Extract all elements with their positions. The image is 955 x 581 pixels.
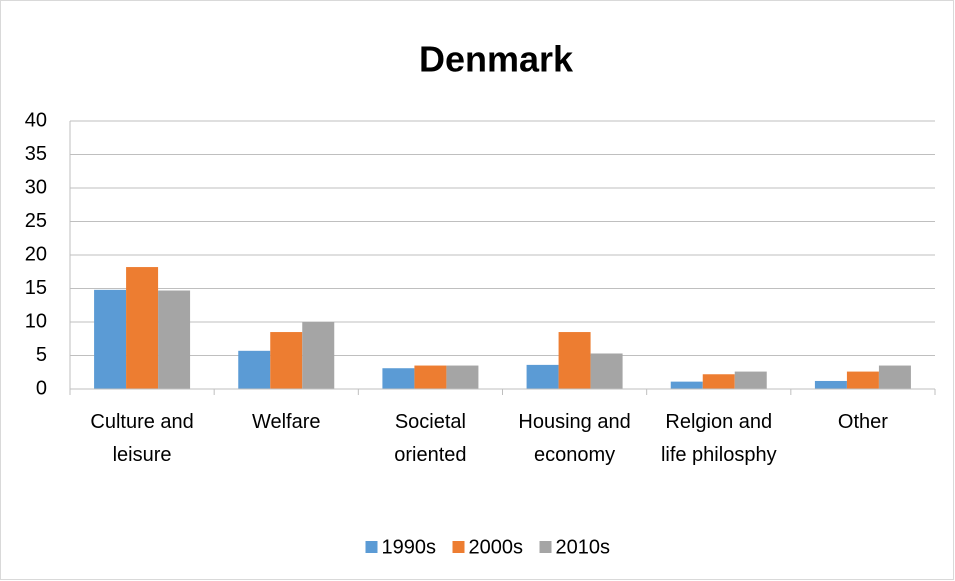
legend-swatch <box>452 541 465 553</box>
x-tick-label: Relgion and life philosphy <box>660 411 777 466</box>
x-tick-label: Welfare <box>251 411 321 433</box>
bar <box>382 368 415 389</box>
y-tick-label: 15 <box>25 277 47 299</box>
bar <box>734 371 767 389</box>
bar <box>702 374 735 389</box>
y-tick-label: 25 <box>25 210 47 232</box>
legend-label: 1990s <box>382 536 437 558</box>
y-tick-label: 30 <box>25 176 47 198</box>
y-tick-label: 40 <box>25 109 47 131</box>
bar <box>158 290 191 389</box>
legend-swatch <box>539 541 552 553</box>
x-tick-label: Culture and leisure <box>90 411 194 466</box>
y-tick-label: 10 <box>25 310 47 332</box>
x-tick-label: Societal oriented <box>394 411 467 466</box>
bar <box>590 353 623 389</box>
chart-title: Denmark <box>419 39 574 80</box>
bar <box>878 365 911 389</box>
bar <box>302 322 335 389</box>
y-tick-label: 20 <box>25 243 47 265</box>
x-tick-label: Other <box>837 411 888 433</box>
bar <box>238 350 271 389</box>
legend-label: 2010s <box>556 536 611 558</box>
bar <box>814 380 847 389</box>
y-tick-label: 35 <box>25 143 47 165</box>
legend-swatch <box>365 541 378 553</box>
bar <box>558 332 591 389</box>
bar <box>670 381 703 389</box>
bar <box>846 371 879 389</box>
legend-label: 2000s <box>469 536 524 558</box>
x-tick-label: Housing and economy <box>518 411 631 466</box>
bar <box>414 365 447 389</box>
y-tick-label: 5 <box>36 344 47 366</box>
bar <box>446 365 479 389</box>
bar <box>94 289 127 389</box>
y-tick-label: 0 <box>36 377 47 399</box>
bar <box>270 332 303 389</box>
bar <box>526 364 559 389</box>
bar <box>126 267 159 389</box>
